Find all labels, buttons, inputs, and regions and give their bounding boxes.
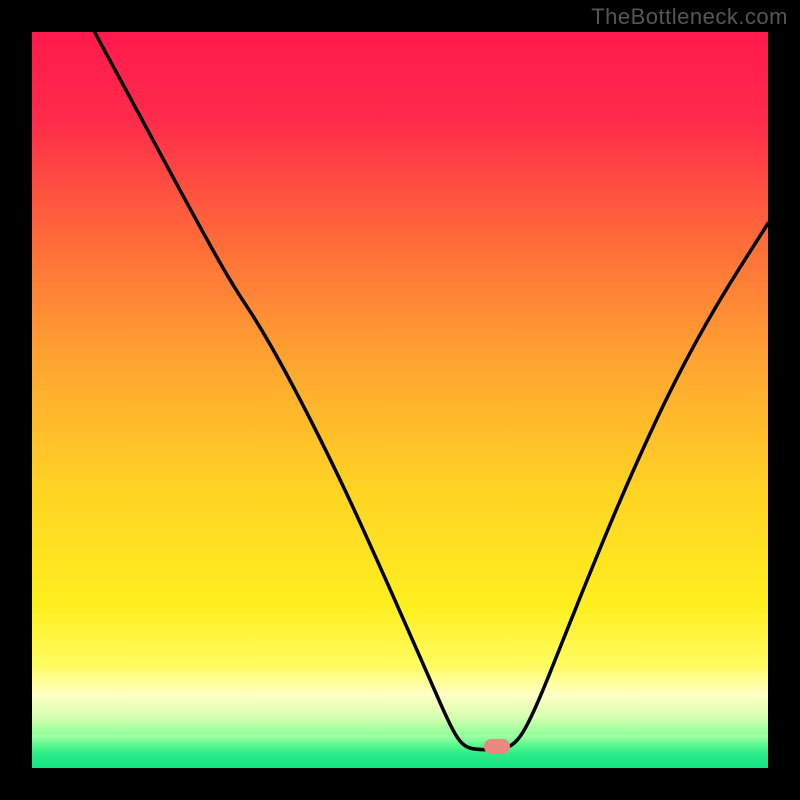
watermark-text: TheBottleneck.com	[591, 4, 788, 30]
optimal-marker	[484, 739, 510, 754]
plot-area	[32, 32, 768, 768]
chart-curve	[32, 32, 768, 768]
